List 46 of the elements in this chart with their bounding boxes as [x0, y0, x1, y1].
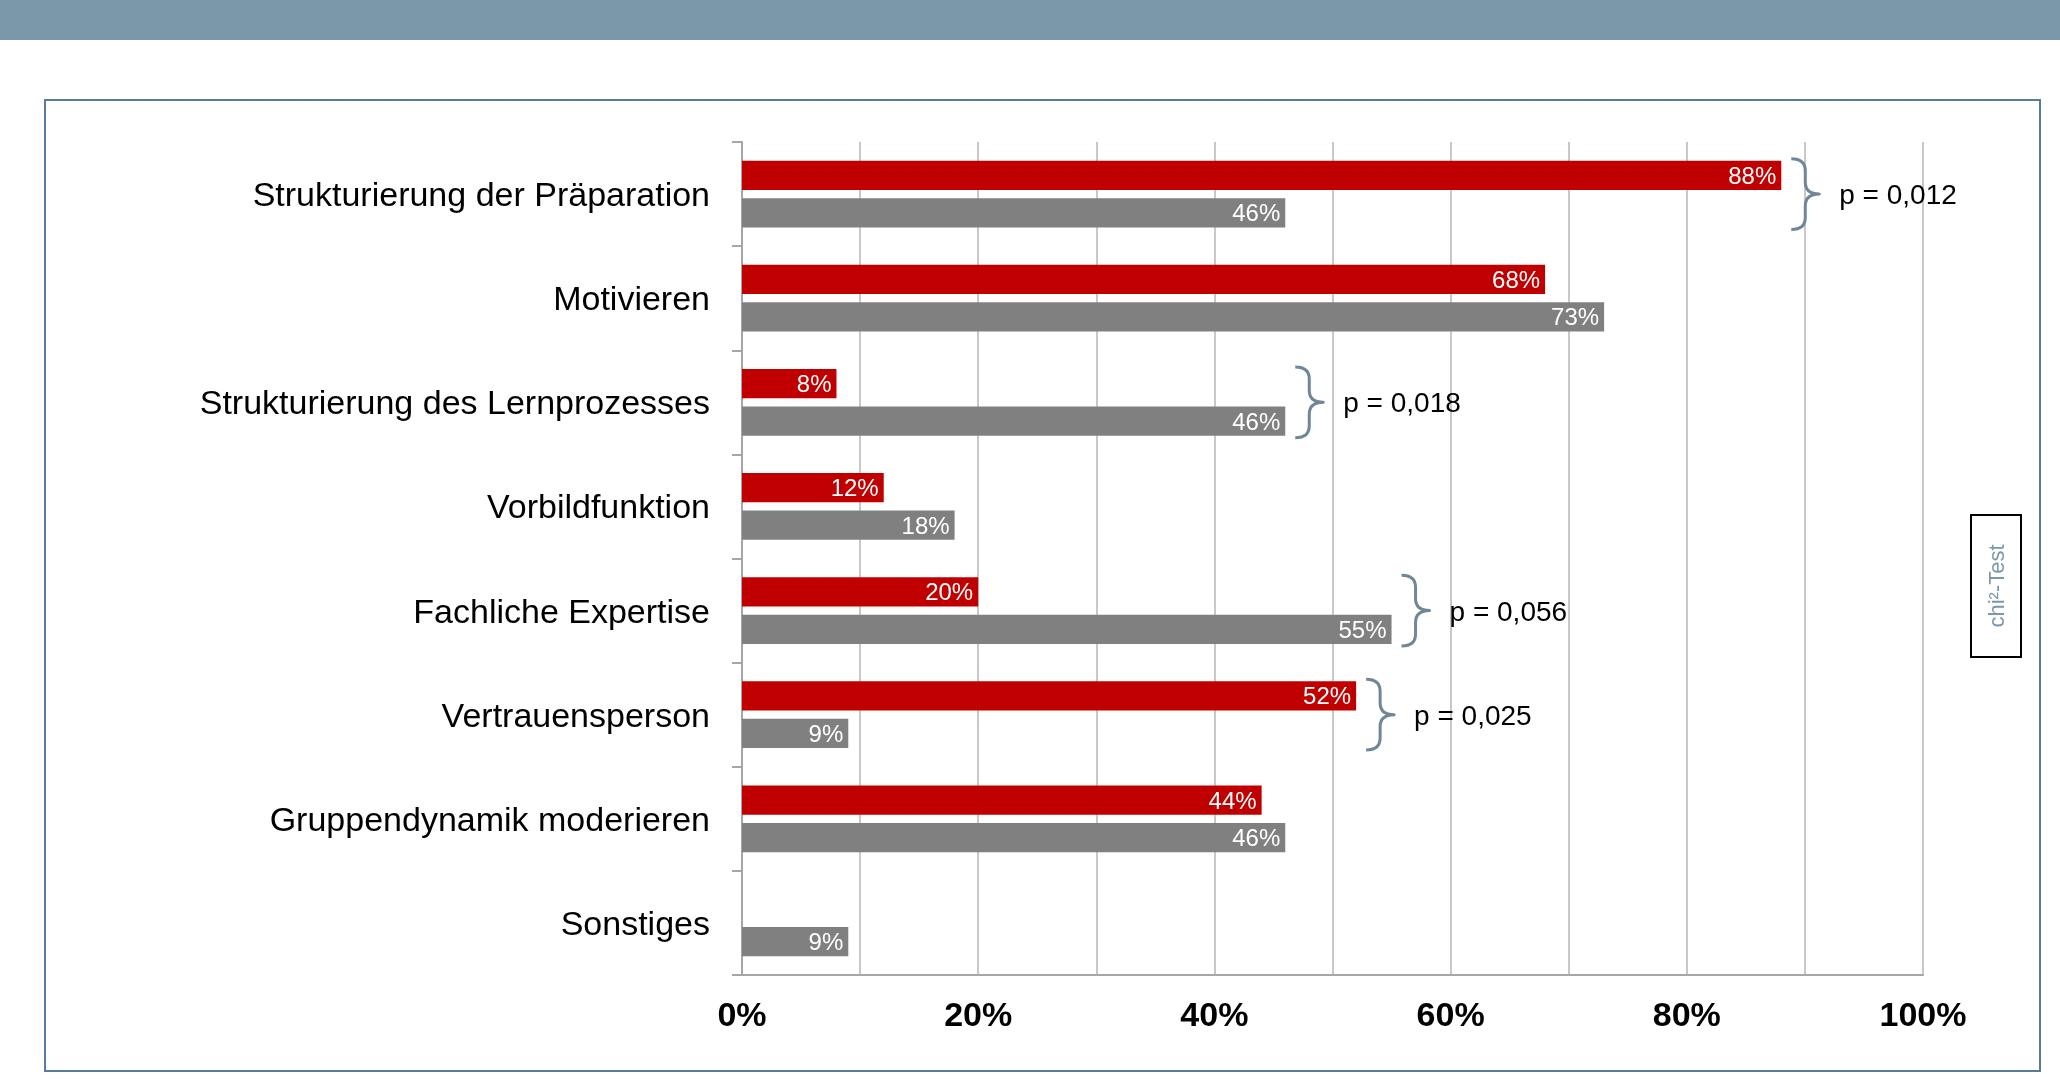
- annotation: p = 0,056: [1449, 595, 1568, 627]
- y-tick-label: Vertrauensperson: [441, 695, 710, 734]
- data-label: 46%: [1232, 824, 1281, 852]
- data-label: 52%: [1303, 682, 1352, 710]
- x-tick-label: 80%: [1652, 995, 1721, 1033]
- y-tick-label: Motivieren: [553, 279, 710, 318]
- bar: [742, 577, 979, 607]
- data-label: 9%: [808, 719, 844, 747]
- data-label: 73%: [1551, 303, 1600, 331]
- x-tick-label: 20%: [944, 995, 1013, 1033]
- data-label: 8%: [796, 370, 832, 398]
- annotation: p = 0,012: [1839, 179, 1957, 211]
- y-tick-label: Sonstiges: [560, 903, 710, 942]
- y-tick-label: Strukturierung der Präparation: [252, 175, 710, 214]
- bar: [742, 785, 1262, 815]
- bar: [742, 614, 1392, 644]
- data-label: 46%: [1232, 407, 1281, 435]
- bar: [742, 681, 1357, 711]
- data-label: 68%: [1492, 265, 1541, 293]
- bar: [742, 510, 955, 540]
- y-tick-label: Vorbildfunktion: [486, 487, 710, 526]
- bar: [742, 198, 1286, 228]
- data-label: 9%: [808, 928, 844, 956]
- x-tick-label: 60%: [1416, 995, 1485, 1033]
- data-label: 46%: [1232, 199, 1281, 227]
- x-tick-label: 40%: [1180, 995, 1249, 1033]
- bar: [742, 473, 884, 503]
- bar: [742, 302, 1605, 332]
- data-label: 12%: [830, 474, 879, 502]
- data-label: 44%: [1208, 786, 1257, 814]
- annotation: p = 0,018: [1343, 387, 1461, 419]
- annotation: p = 0,025: [1414, 699, 1532, 731]
- x-tick-label: 0%: [717, 995, 767, 1033]
- y-tick-label: Strukturierung des Lernprozesses: [199, 383, 710, 422]
- bar: [742, 160, 1782, 190]
- y-tick-label: Gruppendynamik moderieren: [269, 799, 710, 838]
- data-label: 20%: [925, 578, 974, 606]
- y-tick-label: Fachliche Expertise: [413, 591, 710, 630]
- text: chi²-Test: [1984, 544, 2009, 628]
- data-label: 88%: [1728, 161, 1777, 189]
- bar: [742, 822, 1286, 853]
- bar: [742, 406, 1286, 436]
- bar: [742, 264, 1546, 295]
- data-label: 18%: [901, 511, 950, 539]
- data-label: 55%: [1338, 615, 1387, 643]
- x-tick-label: 100%: [1879, 995, 1967, 1033]
